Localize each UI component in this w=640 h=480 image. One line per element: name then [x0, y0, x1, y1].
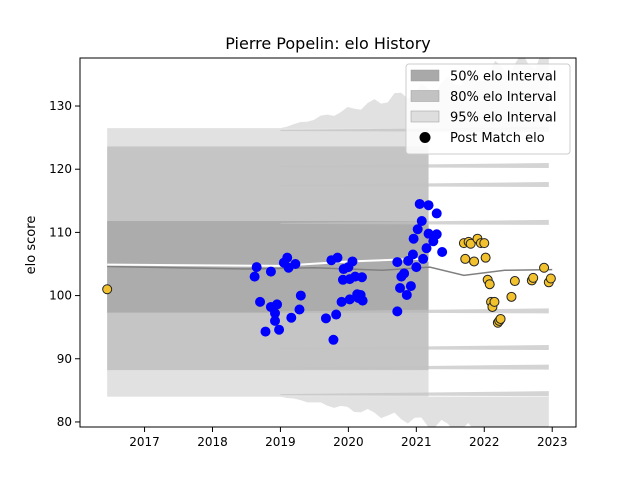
- post-match-point: [331, 309, 342, 320]
- post-match-point: [412, 224, 423, 235]
- y-axis-label: elo score: [24, 216, 39, 275]
- post-match-point: [401, 289, 412, 300]
- post-match-point-recent: [479, 238, 490, 249]
- legend-label: 80% elo Interval: [450, 90, 557, 105]
- post-match-point: [282, 252, 293, 263]
- post-match-point: [437, 246, 448, 257]
- post-match-point: [336, 296, 347, 307]
- band-sliver-3: [280, 308, 549, 314]
- post-match-point-recent: [465, 238, 476, 249]
- post-match-point: [249, 271, 260, 282]
- x-tick-label: 2023: [537, 435, 568, 449]
- post-match-point: [405, 281, 416, 292]
- post-match-point: [265, 266, 276, 277]
- plot-frame: [79, 57, 577, 428]
- x-tick-label: 2018: [197, 435, 228, 449]
- post-match-point: [332, 252, 343, 263]
- legend-box: [405, 63, 571, 155]
- post-match-point: [414, 198, 425, 209]
- post-match-point-recent: [509, 276, 520, 287]
- legend-swatch: [410, 69, 440, 82]
- band-sliver-1: [280, 364, 549, 370]
- post-match-point: [320, 313, 331, 324]
- post-match-point: [290, 258, 301, 269]
- x-tick-label: 2019: [265, 435, 296, 449]
- post-match-point: [431, 208, 442, 219]
- post-match-point: [418, 253, 429, 264]
- x-tick-label: 2020: [333, 435, 364, 449]
- plot-area: 2017 2018 2019 2020 2021 2022 2023 80 90 100 110 12…: [49, 57, 577, 449]
- y-tick-label: 120: [49, 162, 72, 176]
- post-match-point: [328, 334, 339, 345]
- chart-title: Pierre Popelin: elo History: [225, 34, 431, 53]
- post-match-point: [274, 324, 285, 335]
- legend-label: Post Match elo: [450, 131, 545, 146]
- post-match-point: [295, 290, 306, 301]
- post-match-point: [286, 312, 297, 323]
- post-match-point-recent: [528, 272, 539, 283]
- post-match-point: [392, 257, 403, 268]
- post-match-point-recent: [469, 256, 480, 267]
- post-match-point: [357, 295, 368, 306]
- post-match-point: [411, 262, 422, 273]
- y-tick-label: 80: [57, 415, 72, 429]
- post-match-point: [431, 229, 442, 240]
- post-match-point-recent: [495, 313, 506, 324]
- post-match-point-recent: [545, 273, 556, 284]
- post-match-point: [251, 262, 262, 273]
- plot-content: [102, 58, 556, 427]
- band-95-lower-fan: [280, 396, 549, 427]
- post-match-point: [395, 282, 406, 293]
- post-match-point-recent: [539, 262, 550, 273]
- band-sliver-4: [280, 219, 549, 225]
- y-tick-label: 90: [57, 352, 72, 366]
- legend-swatch: [410, 110, 440, 123]
- post-match-point: [408, 233, 419, 244]
- legend: 50% elo Interval 80% elo Interval 95% elo …: [405, 63, 571, 155]
- y-tick-label: 130: [49, 99, 72, 113]
- post-match-point-recent: [506, 291, 517, 302]
- x-tick-label: 2017: [129, 435, 160, 449]
- x-tick-label: 2022: [469, 435, 500, 449]
- post-match-point-recent: [484, 279, 495, 290]
- legend-label: 50% elo Interval: [450, 70, 557, 85]
- band-sliver-0: [280, 391, 549, 397]
- post-match-point: [347, 256, 358, 267]
- legend-swatch: [410, 90, 440, 102]
- band-sliver-5: [280, 182, 549, 188]
- x-tick-label: 2021: [401, 435, 432, 449]
- post-match-point: [255, 296, 266, 307]
- post-match-point: [392, 306, 403, 317]
- post-match-point: [407, 249, 418, 260]
- post-match-point: [272, 299, 283, 310]
- elo-white-line: [107, 257, 471, 267]
- post-match-point-recent: [489, 296, 500, 307]
- post-match-point-recent: [480, 252, 491, 263]
- post-match-point: [260, 326, 271, 337]
- band-sliver-6: [280, 163, 549, 169]
- legend-marker: [419, 132, 431, 143]
- post-match-point: [270, 308, 281, 319]
- post-match-point-recent: [460, 253, 471, 264]
- post-match-point: [421, 243, 432, 254]
- legend-label: 95% elo Interval: [450, 111, 557, 126]
- band-sliver-2: [280, 345, 549, 351]
- post-match-point: [294, 304, 305, 315]
- y-tick-label: 110: [49, 225, 72, 239]
- post-match-point: [399, 268, 410, 279]
- post-match-point: [102, 284, 113, 295]
- y-tick-label: 100: [49, 289, 72, 303]
- post-match-point: [423, 200, 434, 211]
- post-match-point: [416, 216, 427, 227]
- post-match-point: [356, 272, 367, 283]
